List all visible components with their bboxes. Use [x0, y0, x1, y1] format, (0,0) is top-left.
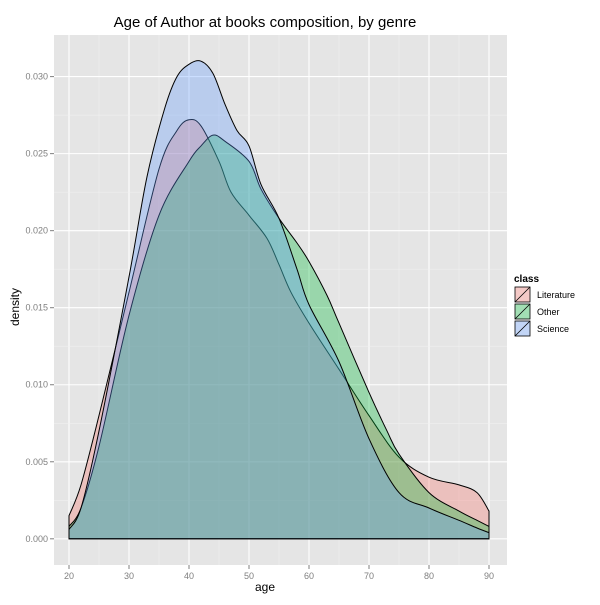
chart-title: Age of Author at books composition, by g… [114, 14, 417, 31]
x-tick-label: 70 [364, 571, 374, 581]
y-tick-label: 0.030 [25, 72, 48, 82]
y-tick-label: 0.015 [25, 303, 48, 313]
y-tick-label: 0.005 [25, 457, 48, 467]
legend-item-other: Other [513, 302, 560, 321]
x-tick-label: 20 [64, 571, 74, 581]
legend-label: Science [537, 324, 569, 334]
legend-swatch-slash [514, 303, 531, 320]
y-tick-label: 0.025 [25, 149, 48, 159]
x-tick-label: 50 [244, 571, 254, 581]
density-area-literature [68, 118, 490, 540]
legend-title: class [514, 274, 539, 285]
grid-lines [54, 35, 507, 565]
y-tick-label: 0.020 [25, 226, 48, 236]
legend-label: Literature [537, 290, 575, 300]
legend-swatch-slash [514, 286, 531, 303]
axis-ticks: 20 30 40 50 60 70 80 90 0.000 0.005 0.010 0.015 0.02… [25, 72, 494, 581]
x-tick-label: 80 [424, 571, 434, 581]
legend-item-literature: Literature [513, 285, 575, 304]
y-tick-label: 0.010 [25, 380, 48, 390]
x-tick-label: 90 [484, 571, 494, 581]
x-tick-label: 30 [124, 571, 134, 581]
y-axis-label: density [8, 288, 22, 326]
density-area-science [68, 60, 490, 540]
x-tick-label: 40 [184, 571, 194, 581]
density-areas [68, 60, 490, 540]
density-area-other [68, 134, 490, 540]
legend-swatch-slash [514, 320, 531, 337]
legend-label: Other [537, 307, 560, 317]
x-axis-label: age [255, 580, 275, 594]
x-tick-label: 60 [304, 571, 314, 581]
legend-item-science: Science [513, 319, 569, 338]
legend: class Literature Other Science [513, 274, 575, 338]
y-tick-label: 0.000 [25, 534, 48, 544]
